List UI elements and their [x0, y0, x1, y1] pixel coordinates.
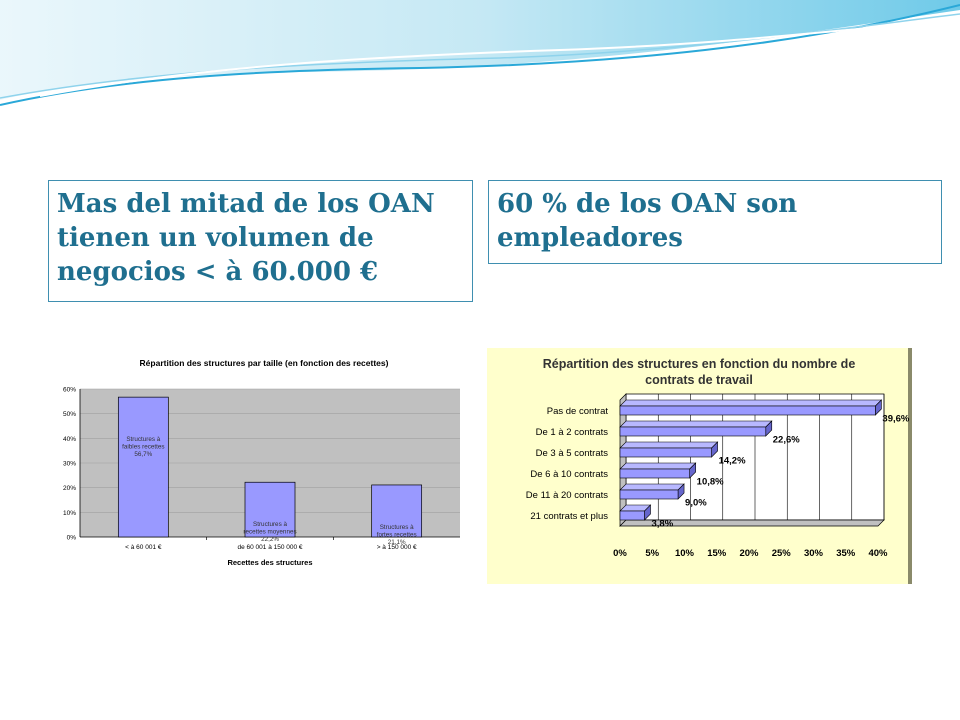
- bar: [619, 468, 690, 479]
- y-tick-label: 0%: [67, 535, 77, 542]
- y-category-label: De 1 à 2 contrats: [536, 427, 609, 438]
- contracts-chart-title: Répartition des structures en fonction d…: [543, 357, 856, 387]
- bar: [619, 447, 712, 458]
- y-category-label: De 6 à 10 contrats: [530, 469, 608, 480]
- bar: [619, 510, 645, 521]
- bar-data-label: 3,8%: [652, 519, 674, 530]
- right-heading: 60 % de los OAN son empleadores: [497, 189, 798, 253]
- bar: [371, 484, 423, 538]
- y-tick-label: 20%: [63, 485, 76, 492]
- y-tick-label: 10%: [63, 510, 76, 517]
- y-tick-label: 60%: [63, 387, 76, 394]
- bar-data-label: 14,2%: [719, 456, 746, 467]
- x-tick-label: 25%: [772, 548, 792, 559]
- frame-edge: [908, 348, 912, 584]
- bar-data-label: Structures à fortes recettes 21,1%: [377, 524, 417, 546]
- bar: [244, 481, 296, 538]
- left-heading-box: Mas del mitad de los OAN tienen un volum…: [48, 180, 473, 302]
- bar-data-label: Structures à faibles recettes 56,7%: [122, 436, 164, 458]
- x-tick-label: 40%: [868, 548, 888, 559]
- bar: [117, 396, 169, 538]
- left-heading: Mas del mitad de los OAN tienen un volum…: [57, 189, 435, 287]
- revenue-chart-svg: Répartition des structures par taille (e…: [63, 358, 460, 567]
- y-category-label: De 11 à 20 contrats: [526, 490, 608, 501]
- bar-data-label: 39,6%: [882, 414, 909, 425]
- revenue-chart: Répartition des structures par taille (e…: [48, 349, 472, 583]
- bar-data-label: 22,6%: [773, 435, 800, 446]
- bar-data-label: Structures à recettes moyennes 22,2%: [243, 521, 296, 543]
- bar-top: [619, 441, 719, 449]
- x-tick-label: 30%: [804, 548, 824, 559]
- x-tick-label: 15%: [707, 548, 727, 559]
- decorative-wave-header: [0, 0, 960, 106]
- bar-top: [619, 462, 697, 470]
- bar: [619, 489, 679, 500]
- x-tick-label: 0%: [613, 548, 627, 559]
- x-tick-label: 20%: [739, 548, 759, 559]
- revenue-chart-xlabel: Recettes des structures: [227, 558, 312, 567]
- x-tick-label: 10%: [675, 548, 695, 559]
- revenue-chart-title: Répartition des structures par taille (e…: [140, 358, 389, 368]
- contracts-chart-svg: Répartition des structures en fonction d…: [526, 348, 912, 584]
- right-heading-box: 60 % de los OAN son empleadores: [488, 180, 942, 264]
- bar-top: [619, 483, 685, 491]
- x-tick-label: de 60 001 à 150 000 €: [237, 544, 302, 551]
- y-category-label: Pas de contrat: [547, 406, 609, 417]
- x-tick-label: > à 150 000 €: [377, 544, 417, 551]
- bar: [619, 405, 876, 416]
- bar-data-label: 10,8%: [697, 477, 724, 488]
- x-tick-label: 35%: [836, 548, 856, 559]
- bar-data-label: 9,0%: [685, 498, 707, 509]
- bar: [619, 426, 767, 437]
- bar-top: [619, 399, 883, 407]
- x-tick-label: 5%: [645, 548, 659, 559]
- y-tick-label: 40%: [63, 436, 76, 443]
- y-tick-label: 30%: [63, 461, 76, 468]
- contracts-chart: Répartition des structures en fonction d…: [487, 348, 912, 584]
- y-category-label: 21 contrats et plus: [530, 511, 608, 522]
- x-tick-label: < à 60 001 €: [125, 544, 162, 551]
- y-tick-label: 50%: [63, 411, 76, 418]
- bar-top: [619, 420, 773, 428]
- y-category-label: De 3 à 5 contrats: [536, 448, 609, 459]
